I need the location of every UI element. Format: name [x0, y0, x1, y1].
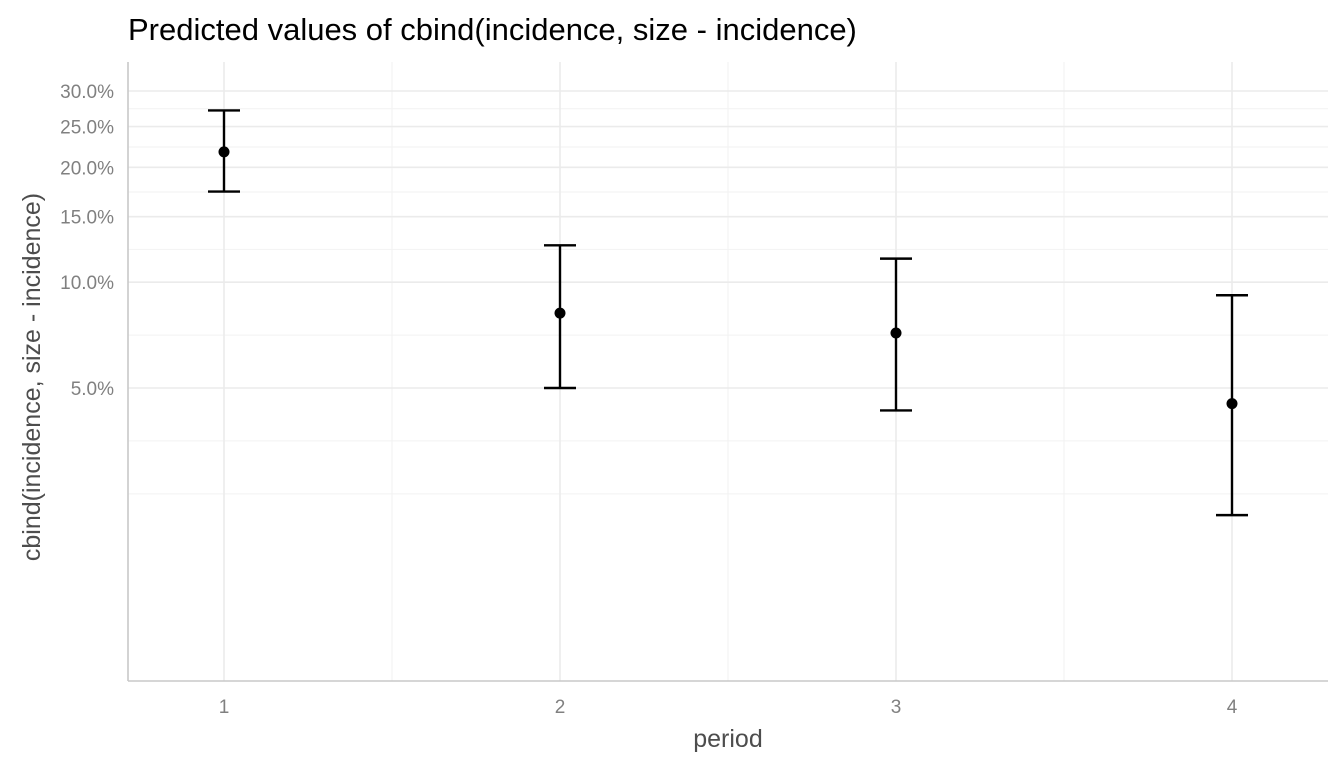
x-axis-title: period [693, 725, 763, 753]
y-axis-title: cbind(incidence, size - incidence) [18, 193, 46, 561]
y-tick-label: 25.0% [60, 118, 114, 139]
x-tick-label: 4 [1227, 697, 1238, 718]
x-tick-labels: 1 2 3 4 [219, 697, 1238, 718]
x-tick-label: 1 [219, 697, 230, 718]
y-tick-labels: 5.0% 10.0% 15.0% 20.0% 25.0% 30.0% [60, 82, 114, 400]
grid [128, 62, 1328, 681]
data-marks [208, 109, 1248, 517]
x-tick-label: 3 [891, 697, 902, 718]
axes [127, 62, 1328, 682]
data-point [1226, 398, 1238, 410]
y-tick-label: 30.0% [60, 82, 114, 103]
x-tick-label: 2 [555, 697, 566, 718]
data-point [218, 146, 230, 158]
data-point [554, 307, 566, 319]
y-tick-label: 10.0% [60, 273, 114, 294]
data-point [890, 327, 902, 339]
chart-title: Predicted values of cbind(incidence, siz… [128, 12, 857, 47]
y-tick-label: 20.0% [60, 158, 114, 179]
y-tick-label: 15.0% [60, 208, 114, 229]
y-tick-label: 5.0% [71, 379, 114, 400]
